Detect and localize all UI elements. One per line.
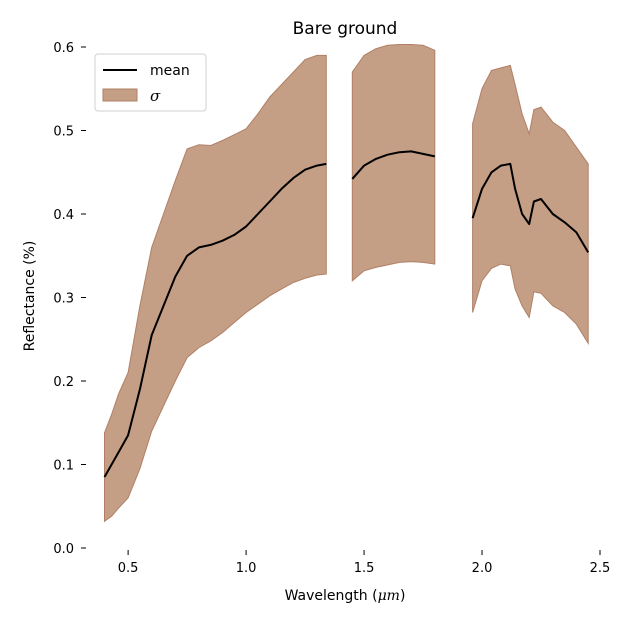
legend: mean σ: [94, 53, 207, 112]
y-tick-label: 0.4: [53, 208, 74, 223]
mean-line-segment-2: [351, 150, 436, 180]
sigma-band-segment-1: [104, 54, 327, 523]
y-tick-label: 0.2: [53, 375, 74, 390]
x-axis-label-prefix: Wavelength (: [285, 588, 378, 604]
y-axis-label: Reflectance (%): [22, 241, 38, 352]
x-tick-label: 0.5: [118, 561, 139, 576]
y-axis-ticks: 0.0 0.1 0.2 0.3 0.4 0.5 0.6: [53, 41, 86, 557]
chart-title: Bare ground: [293, 19, 398, 39]
x-axis-label-unit: μm: [378, 588, 400, 604]
y-tick-label: 0.5: [53, 125, 74, 140]
mean-line-segment-1: [103, 162, 327, 478]
x-axis-label: Wavelength (μm): [285, 588, 406, 604]
x-axis-label-suffix: ): [400, 588, 405, 604]
y-tick-label: 0.3: [53, 292, 74, 307]
legend-sigma-label: σ: [150, 87, 161, 105]
legend-sigma-swatch: [102, 88, 138, 102]
legend-mean-label: mean: [150, 63, 190, 79]
sigma-bands: [104, 44, 589, 523]
x-tick-label: 2.0: [472, 561, 493, 576]
x-tick-label: 2.5: [590, 561, 611, 576]
sigma-band-segment-2: [351, 44, 436, 282]
x-tick-label: 1.5: [354, 561, 375, 576]
mean-lines: [103, 150, 590, 478]
mean-line-segment-3: [471, 162, 590, 253]
y-tick-label: 0.1: [53, 459, 74, 474]
x-axis-ticks: 0.5 1.0 1.5 2.0 2.5: [118, 550, 611, 576]
sigma-band-segment-3: [472, 64, 589, 346]
y-tick-label: 0.0: [53, 542, 74, 557]
y-tick-label: 0.6: [53, 41, 74, 56]
x-tick-label: 1.0: [236, 561, 257, 576]
